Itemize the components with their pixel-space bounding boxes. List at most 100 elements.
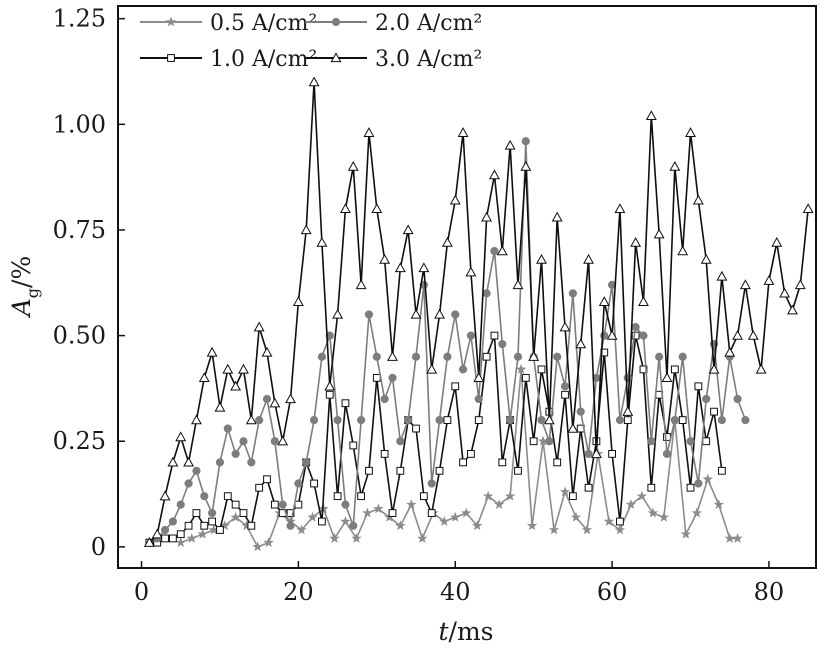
data-point xyxy=(216,526,224,534)
data-point xyxy=(708,363,720,374)
data-point xyxy=(426,363,438,374)
data-point xyxy=(176,530,185,539)
series-line xyxy=(156,140,747,539)
x-axis-ticks: 0 20 40 60 80 xyxy=(134,561,784,606)
data-point xyxy=(270,437,279,446)
data-point xyxy=(623,416,632,425)
data-point xyxy=(567,422,579,433)
legend-label: 1.0 A/cm² xyxy=(210,47,317,72)
data-point xyxy=(357,416,366,425)
data-point xyxy=(576,407,585,416)
data-point xyxy=(482,490,494,501)
data-point xyxy=(733,394,742,404)
data-point xyxy=(583,253,595,264)
legend-swatch-marker xyxy=(330,52,342,63)
data-point xyxy=(625,499,637,510)
data-point xyxy=(490,246,499,256)
data-point xyxy=(214,401,226,412)
data-point xyxy=(506,416,515,425)
data-point xyxy=(647,507,659,518)
data-point xyxy=(200,521,209,530)
data-point xyxy=(561,390,569,399)
data-point xyxy=(639,331,648,340)
data-point xyxy=(694,479,703,488)
data-point xyxy=(724,532,735,543)
data-point xyxy=(333,492,342,501)
data-point xyxy=(167,456,179,467)
legend-swatch-marker xyxy=(167,54,175,62)
data-point xyxy=(677,245,689,256)
x-tick-label: 60 xyxy=(597,578,628,606)
data-point xyxy=(439,516,450,526)
y-axis-label-text: Ag/% xyxy=(7,256,42,319)
data-point xyxy=(802,203,814,214)
data-point xyxy=(513,352,523,361)
data-point xyxy=(396,466,405,475)
data-point xyxy=(568,492,577,501)
data-point xyxy=(466,331,476,340)
data-point xyxy=(278,500,287,509)
data-point xyxy=(200,492,209,501)
data-point xyxy=(357,492,366,501)
y-axis-ticks: 0 0.25 0.50 0.75 1.00 1.25 xyxy=(53,5,125,561)
data-point xyxy=(394,262,406,273)
data-point xyxy=(339,203,351,214)
data-point xyxy=(308,76,320,87)
data-point xyxy=(490,331,499,340)
data-point xyxy=(779,287,791,298)
data-point xyxy=(647,437,656,446)
data-point xyxy=(223,492,232,501)
data-point xyxy=(763,275,775,285)
data-point xyxy=(459,458,467,467)
data-point xyxy=(411,352,421,361)
data-point xyxy=(471,520,483,531)
data-point xyxy=(520,160,532,171)
data-point xyxy=(373,503,384,514)
data-point xyxy=(680,528,692,539)
data-point xyxy=(702,394,711,404)
data-point xyxy=(559,321,571,332)
data-point xyxy=(694,382,703,391)
data-point xyxy=(691,507,703,518)
data-point xyxy=(461,507,472,518)
data-point xyxy=(159,490,171,501)
data-point xyxy=(741,416,750,425)
data-point xyxy=(465,266,477,277)
data-point xyxy=(560,382,570,391)
data-point xyxy=(700,253,712,264)
data-point xyxy=(717,416,726,425)
data-point xyxy=(647,483,656,492)
data-point xyxy=(536,253,547,264)
data-point xyxy=(333,416,342,425)
data-point xyxy=(559,486,571,497)
data-point xyxy=(255,483,264,492)
data-point xyxy=(614,524,626,535)
data-point xyxy=(230,380,242,391)
data-point xyxy=(504,139,516,150)
data-point xyxy=(496,245,508,256)
data-point xyxy=(396,437,405,446)
data-point xyxy=(450,511,461,522)
data-point xyxy=(270,500,279,509)
y-tick-label: 1.25 xyxy=(53,5,106,33)
data-point xyxy=(678,352,687,361)
data-point xyxy=(286,509,295,517)
data-point xyxy=(581,524,593,535)
chart-marks xyxy=(143,76,814,552)
data-point xyxy=(771,237,783,247)
legend-label: 2.0 A/cm² xyxy=(375,11,482,36)
data-point xyxy=(474,416,483,425)
data-point xyxy=(318,517,326,526)
data-point xyxy=(443,352,452,361)
data-point xyxy=(325,331,334,340)
legend-item: 1.0 A/cm² xyxy=(140,47,317,72)
data-point xyxy=(296,524,307,535)
data-point xyxy=(247,521,256,530)
data-point xyxy=(351,532,362,543)
legend-label: 3.0 A/cm² xyxy=(375,47,482,72)
data-point xyxy=(387,351,398,361)
y-tick-label: 0 xyxy=(91,533,106,561)
data-point xyxy=(545,437,554,446)
data-point xyxy=(787,304,798,315)
